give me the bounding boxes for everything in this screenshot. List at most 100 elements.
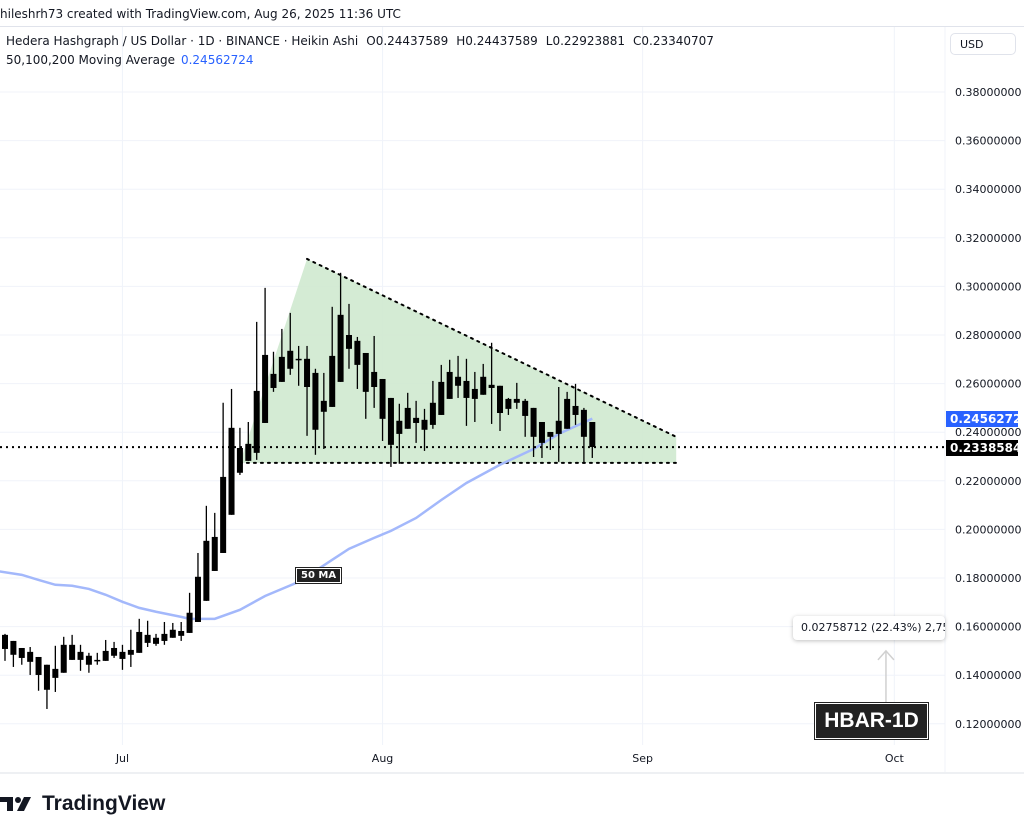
candle [119, 644, 126, 670]
candle [438, 364, 445, 415]
candle [304, 345, 311, 436]
symbol-info: Hedera Hashgraph / US Dollar · 1D · BINA… [6, 34, 359, 48]
candle-body [354, 340, 361, 365]
candle [345, 303, 352, 369]
candle [555, 387, 562, 462]
logo-text: TradingView [42, 792, 166, 815]
candle [463, 358, 470, 426]
time-axis[interactable]: Jul Aug Sep Oct [115, 752, 905, 765]
price-tick-label: 0.20000000 [955, 523, 1021, 536]
candle-body [463, 380, 470, 398]
price-tick-label: 0.38000000 [955, 86, 1021, 99]
candle-body [52, 668, 59, 678]
candle-body [522, 400, 529, 416]
chart-legend: Hedera Hashgraph / US Dollar · 1D · BINA… [6, 32, 714, 70]
candle [262, 287, 269, 423]
candle [354, 336, 361, 389]
candle [295, 345, 302, 386]
candle-body [203, 540, 210, 601]
candle [320, 372, 327, 449]
candle-body [236, 447, 243, 473]
candle-body [18, 647, 25, 658]
candle [2, 633, 8, 661]
candle-body [169, 629, 176, 638]
candle-body [27, 651, 34, 662]
candle-body [379, 378, 386, 419]
candle-body [211, 536, 218, 571]
price-tick-label: 0.18000000 [955, 572, 1021, 585]
candle [589, 421, 596, 458]
candle [69, 634, 76, 660]
candle-body [94, 659, 101, 662]
tradingview-logo-icon [0, 797, 31, 811]
candle-body [43, 664, 50, 690]
candle-body [530, 407, 537, 437]
candle-body [589, 421, 596, 448]
candle [236, 427, 243, 475]
candle [379, 378, 386, 441]
indicator-name: 50,100,200 Moving Average [6, 53, 175, 67]
time-tick-label: Oct [885, 752, 905, 765]
candle-body [85, 655, 92, 665]
candle-body [287, 350, 294, 369]
low-value: L0.22923881 [545, 34, 626, 48]
candle [413, 400, 420, 443]
candle [77, 644, 84, 671]
candle-body [144, 634, 151, 643]
ma-price-label: 0.24562724 [946, 411, 1024, 427]
candle [371, 335, 378, 408]
candle-body [488, 384, 495, 388]
candle [329, 306, 336, 407]
candle-body [194, 576, 201, 622]
currency-button[interactable]: USD [950, 33, 1016, 55]
candle-body [127, 649, 134, 655]
candle [203, 505, 210, 601]
candle-body [387, 397, 394, 445]
candle [270, 351, 277, 392]
ma50-line [0, 417, 593, 621]
price-tick-label: 0.34000000 [955, 183, 1021, 196]
candle-body [538, 421, 545, 443]
candle [505, 397, 512, 415]
arrow-head-icon [877, 649, 895, 661]
price-tick-label: 0.12000000 [955, 718, 1021, 731]
candle [27, 647, 34, 675]
candle-body [262, 354, 269, 423]
candle-body [186, 612, 193, 633]
candle [94, 652, 101, 665]
candle [287, 312, 294, 375]
candle [211, 512, 218, 571]
candle [228, 388, 235, 515]
candle-body [10, 640, 17, 655]
candle-body [35, 656, 42, 675]
candle-body [153, 637, 160, 644]
candle [153, 633, 160, 646]
candle [337, 272, 344, 382]
candle [429, 380, 436, 429]
candle [488, 342, 495, 424]
price-tick-label: 0.16000000 [955, 621, 1021, 634]
price-tick-label: 0.30000000 [955, 280, 1021, 293]
candle [43, 664, 50, 709]
candle [497, 385, 504, 431]
indicator-row[interactable]: 50,100,200 Moving Average 0.24562724 [6, 51, 714, 70]
tradingview-logo[interactable]: TradingView [0, 792, 165, 816]
candle-body [2, 634, 8, 649]
candle-body [295, 358, 302, 361]
candle [245, 421, 252, 461]
candle [547, 431, 554, 450]
time-tick-label: Aug [372, 752, 393, 765]
price-axis[interactable]: 0.38000000 0.36000000 0.34000000 0.32000000… [955, 86, 1021, 731]
candle-body [413, 417, 420, 423]
candle [18, 647, 25, 665]
candle-body [371, 371, 378, 388]
candle [136, 618, 143, 653]
divider [0, 26, 1024, 27]
candle [144, 620, 151, 648]
candle [572, 383, 579, 425]
candle [455, 355, 462, 398]
candle-body [555, 420, 562, 434]
candle-body [111, 647, 118, 656]
candle [35, 656, 42, 691]
